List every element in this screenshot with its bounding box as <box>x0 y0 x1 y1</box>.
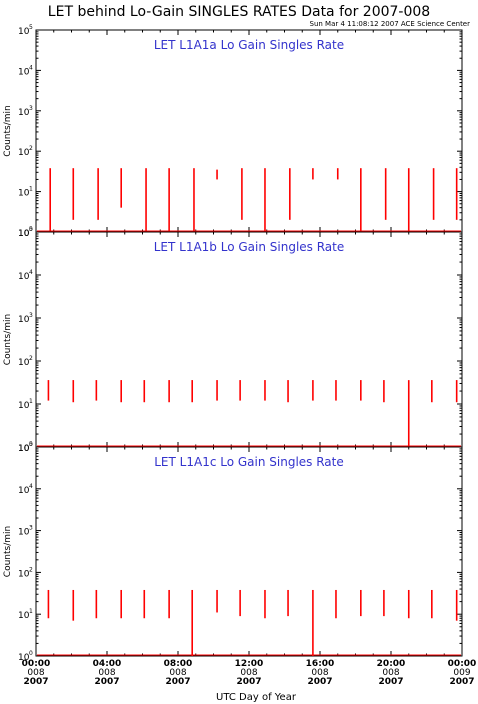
x-tick-day: 008 <box>169 668 186 678</box>
x-tick-year: 2007 <box>23 677 48 687</box>
x-tick-time: 16:00 <box>306 659 335 669</box>
x-tick-day: 009 <box>453 668 470 678</box>
y-tick-exponent: 5 <box>29 226 33 233</box>
x-tick-time: 20:00 <box>377 659 406 669</box>
y-tick-label: 10 <box>18 528 30 538</box>
y-tick-label: 10 <box>18 67 30 77</box>
y-tick-exponent: 0 <box>29 441 33 448</box>
y-tick-label: 10 <box>18 569 30 579</box>
page-title: LET behind Lo-Gain SINGLES RATES Data fo… <box>48 4 430 20</box>
panel-title: LET L1A1b Lo Gain Singles Rate <box>154 240 345 254</box>
plot-frame <box>35 29 463 233</box>
y-tick-exponent: 4 <box>29 483 33 490</box>
x-tick-day: 008 <box>382 668 399 678</box>
x-tick-time: 00:00 <box>22 659 51 669</box>
panel-title: LET L1A1a Lo Gain Singles Rate <box>154 38 344 52</box>
x-tick-time: 12:00 <box>235 659 264 669</box>
x-tick-time: 04:00 <box>93 659 122 669</box>
y-tick-label: 10 <box>18 611 30 621</box>
y-tick-exponent: 2 <box>29 566 33 573</box>
x-tick-year: 2007 <box>94 677 119 687</box>
y-tick-label: 10 <box>18 444 30 454</box>
x-tick-year: 2007 <box>307 677 332 687</box>
x-axis-label: UTC Day of Year <box>216 692 297 703</box>
x-tick-day: 008 <box>240 668 257 678</box>
y-tick-label: 10 <box>18 401 30 411</box>
y-tick-exponent: 5 <box>29 24 33 31</box>
y-tick-label: 10 <box>18 27 30 37</box>
y-tick-label: 10 <box>18 653 30 663</box>
y-tick-label: 10 <box>18 148 30 158</box>
y-tick-exponent: 4 <box>29 269 33 276</box>
y-tick-exponent: 1 <box>29 398 33 405</box>
y-tick-label: 10 <box>18 229 30 239</box>
x-tick-year: 2007 <box>378 677 403 687</box>
y-tick-label: 10 <box>18 315 30 325</box>
y-tick-exponent: 5 <box>29 441 33 448</box>
y-tick-label: 10 <box>18 108 30 118</box>
x-tick-year: 2007 <box>449 677 474 687</box>
y-tick-exponent: 0 <box>29 650 33 657</box>
y-tick-exponent: 3 <box>29 105 33 112</box>
y-axis-label: Counts/min <box>3 526 13 577</box>
plot-frame <box>35 446 463 657</box>
y-tick-exponent: 1 <box>29 186 33 193</box>
plot-frame <box>35 231 463 448</box>
y-tick-exponent: 2 <box>29 145 33 152</box>
y-tick-label: 10 <box>18 272 30 282</box>
y-tick-label: 10 <box>18 486 30 496</box>
y-tick-exponent: 1 <box>29 608 33 615</box>
y-axis-label: Counts/min <box>3 105 13 156</box>
y-tick-exponent: 3 <box>29 312 33 319</box>
x-tick-labels: 00:00008200704:00008200708:00008200712:0… <box>22 659 477 687</box>
y-tick-exponent: 0 <box>29 226 33 233</box>
y-tick-label: 10 <box>18 229 30 239</box>
y-tick-exponent: 4 <box>29 64 33 71</box>
x-tick-time: 00:00 <box>448 659 477 669</box>
x-tick-day: 008 <box>311 668 328 678</box>
y-tick-label: 10 <box>18 358 30 368</box>
panel-title: LET L1A1c Lo Gain Singles Rate <box>154 455 344 469</box>
timestamp: Sun Mar 4 11:08:12 2007 ACE Science Cent… <box>310 20 471 28</box>
y-tick-exponent: 3 <box>29 525 33 532</box>
x-tick-year: 2007 <box>236 677 261 687</box>
x-tick-year: 2007 <box>165 677 190 687</box>
y-axis-label: Counts/min <box>3 314 13 365</box>
x-tick-day: 008 <box>98 668 115 678</box>
x-tick-day: 008 <box>27 668 44 678</box>
y-tick-label: 10 <box>18 189 30 199</box>
x-tick-time: 08:00 <box>164 659 193 669</box>
y-tick-exponent: 2 <box>29 355 33 362</box>
y-tick-label: 10 <box>18 444 30 454</box>
